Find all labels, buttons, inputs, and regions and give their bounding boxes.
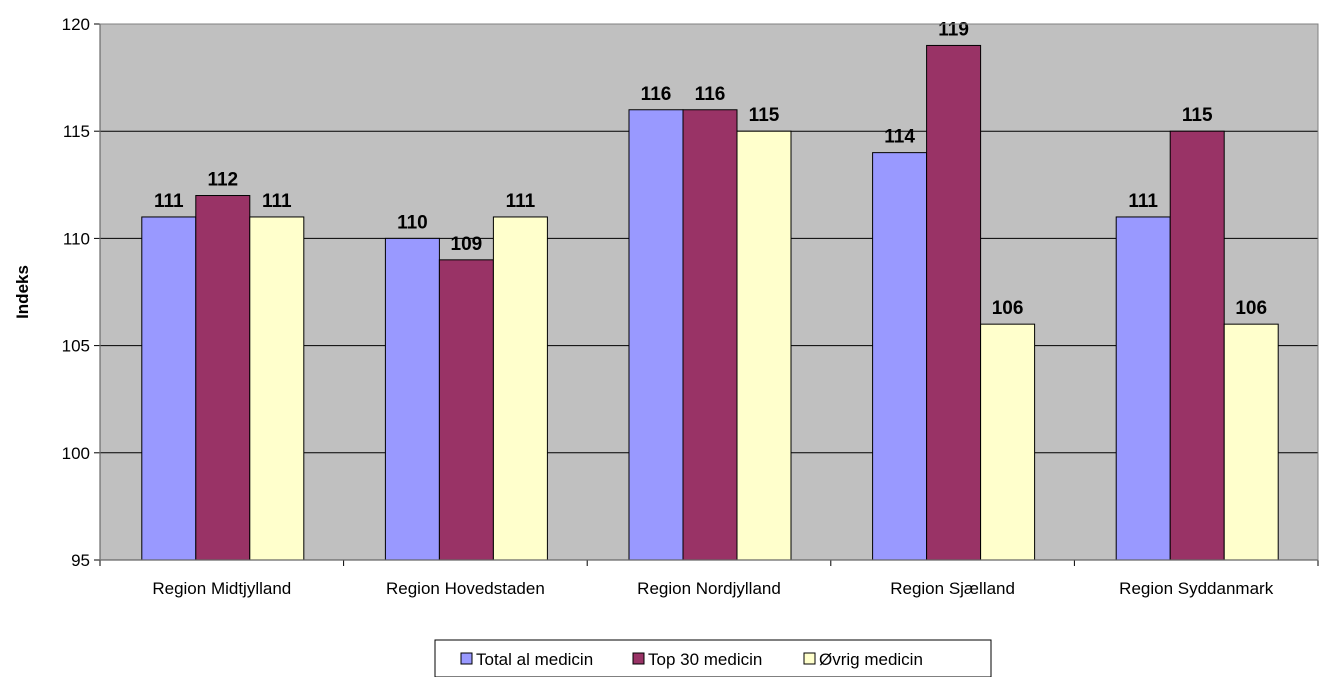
data-label-2-2: 115 bbox=[749, 105, 780, 126]
bar-0-1 bbox=[195, 195, 251, 561]
bar-3-0 bbox=[872, 152, 928, 561]
data-label-4-2: 106 bbox=[1235, 298, 1267, 319]
legend-box bbox=[434, 639, 992, 677]
legend-label-2: Øvrig medicin bbox=[819, 650, 923, 669]
category-label-0: Region Midtjylland bbox=[152, 579, 291, 598]
bar-3-2 bbox=[980, 323, 1036, 561]
bar-2-1 bbox=[682, 109, 738, 561]
category-label-2: Region Nordjylland bbox=[637, 579, 781, 598]
y-tick-label: 120 bbox=[62, 15, 90, 34]
y-tick-label: 95 bbox=[71, 551, 90, 570]
y-tick-label: 105 bbox=[62, 337, 90, 356]
legend: Total al medicin Top 30 medicin Øvrig medi… bbox=[434, 639, 992, 677]
legend-swatch-2 bbox=[803, 652, 816, 665]
data-label-1-1: 109 bbox=[451, 234, 483, 255]
bar-1-2 bbox=[492, 216, 548, 561]
data-label-3-2: 106 bbox=[992, 298, 1024, 319]
bar-4-2 bbox=[1223, 323, 1279, 561]
axes: 95 100 105 110 115 120 Region Midtjylland Regio… bbox=[62, 15, 1319, 598]
data-label-3-0: 114 bbox=[884, 127, 915, 148]
data-label-2-1: 116 bbox=[695, 84, 726, 105]
category-label-1: Region Hovedstaden bbox=[386, 579, 545, 598]
y-tick-label: 110 bbox=[63, 229, 90, 248]
plot-border bbox=[99, 23, 1319, 561]
bar-1-0 bbox=[384, 237, 440, 561]
data-label-2-0: 116 bbox=[641, 84, 672, 105]
data-label-4-0: 111 bbox=[1128, 191, 1158, 212]
bar-0-2 bbox=[249, 216, 305, 561]
data-label-0-2: 111 bbox=[262, 191, 292, 212]
bars bbox=[141, 44, 1279, 561]
data-labels: 111 112 111 110 109 111 116 116 115 114 119 106 111 1… bbox=[154, 19, 1267, 319]
bar-3-1 bbox=[926, 44, 982, 561]
y-tick-label: 100 bbox=[62, 444, 90, 463]
data-label-4-1: 115 bbox=[1182, 105, 1213, 126]
data-label-1-0: 110 bbox=[397, 212, 428, 233]
bar-2-0 bbox=[628, 109, 684, 561]
bar-2-2 bbox=[736, 130, 792, 561]
legend-swatch-1 bbox=[632, 652, 645, 665]
data-label-1-2: 111 bbox=[506, 191, 536, 212]
data-label-3-1: 119 bbox=[938, 19, 969, 40]
legend-label-0: Total al medicin bbox=[476, 650, 593, 669]
data-label-0-0: 111 bbox=[154, 191, 184, 212]
category-label-3: Region Sjælland bbox=[890, 579, 1015, 598]
legend-label-1: Top 30 medicin bbox=[648, 650, 762, 669]
bar-4-0 bbox=[1115, 216, 1171, 561]
category-label-4: Region Syddanmark bbox=[1119, 579, 1274, 598]
bar-1-1 bbox=[438, 259, 494, 561]
bar-0-0 bbox=[141, 216, 197, 561]
y-tick-label: 115 bbox=[63, 122, 90, 141]
legend-swatch-0 bbox=[460, 652, 473, 665]
data-label-0-1: 112 bbox=[207, 170, 238, 191]
bar-4-1 bbox=[1169, 130, 1225, 561]
y-axis-title: Indeks bbox=[13, 265, 32, 319]
